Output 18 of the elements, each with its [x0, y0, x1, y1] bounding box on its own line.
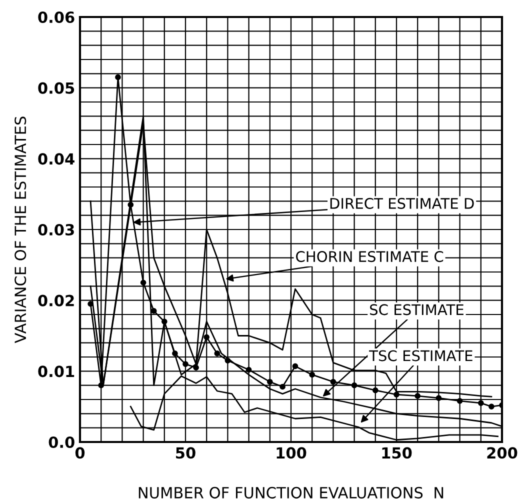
x-axis-title: NUMBER OF FUNCTION EVALUATIONS N [138, 486, 444, 498]
x-tick-label: 200 [487, 447, 518, 459]
y-tick-label: 0.01 [38, 366, 74, 378]
annotation: SC ESTIMATE [370, 304, 464, 316]
x-tick-label: 0 [75, 447, 85, 459]
y-tick-label: 0.06 [38, 11, 74, 24]
x-tick-label: 50 [176, 447, 196, 459]
annotation: CHORIN ESTIMATE C [296, 251, 444, 262]
x-tick-label: 100 [276, 447, 306, 459]
annotation: TSC ESTIMATE [369, 350, 472, 362]
y-axis-title: VARIANCE OF THE ESTIMATES [14, 116, 26, 344]
y-tick-label: 0.05 [38, 82, 74, 94]
annotation: DIRECT ESTIMATE D [330, 198, 474, 209]
y-tick-label: 0.0 [48, 436, 74, 448]
y-tick-label: 0.03 [38, 224, 74, 236]
x-tick-label: 150 [382, 447, 412, 459]
y-tick-label: 0.04 [38, 153, 74, 165]
y-tick-label: 0.02 [38, 294, 74, 306]
